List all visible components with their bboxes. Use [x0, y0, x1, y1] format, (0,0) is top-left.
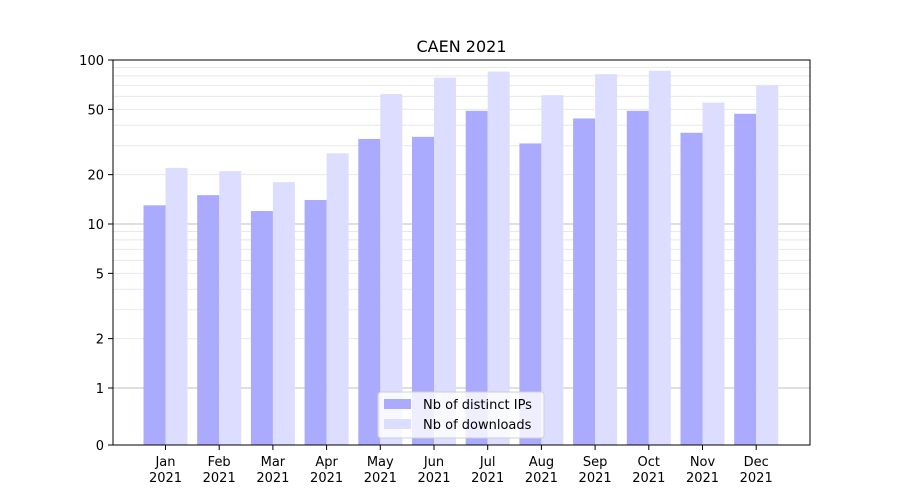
bar-downloads: [756, 85, 779, 445]
bar-distinct-ips: [250, 211, 273, 445]
bar-distinct-ips: [680, 132, 703, 445]
y-tick-label: 0: [96, 439, 104, 454]
y-tick-label: 1: [96, 382, 104, 397]
x-tick-label: Apr: [315, 455, 338, 470]
x-tick-label: 2021: [364, 471, 397, 486]
x-tick-label: May: [367, 455, 394, 470]
bar-downloads: [434, 77, 456, 446]
plot-frame: [112, 59, 811, 446]
x-tick-label: 2021: [740, 471, 773, 486]
y-tick-label: 50: [87, 103, 104, 118]
bars: [143, 70, 779, 446]
legend-swatch: [384, 399, 411, 409]
x-tick-label: 2021: [149, 471, 182, 486]
y-tick-label: 2: [96, 333, 104, 348]
x-tick-label: Mar: [261, 455, 286, 470]
bar-downloads: [272, 182, 295, 445]
bar-downloads: [380, 94, 403, 445]
bar-downloads: [541, 95, 564, 446]
legend-label: Nb of distinct IPs: [423, 398, 532, 413]
x-tick-label: Jan: [154, 455, 175, 470]
bar-downloads: [702, 102, 725, 446]
y-tick-label: 5: [96, 267, 104, 282]
legend-box: [377, 391, 545, 439]
bar-downloads: [595, 74, 618, 446]
bar-distinct-ips: [304, 200, 327, 445]
bar-downloads: [487, 71, 510, 446]
x-tick-label: 2021: [203, 471, 236, 486]
x-tick-label: 2021: [310, 471, 343, 486]
bar-distinct-ips: [412, 136, 434, 445]
bar-distinct-ips: [734, 113, 757, 446]
x-tick-label: 2021: [686, 471, 719, 486]
x-tick-label: Jun: [423, 455, 444, 470]
x-tick-label: Oct: [638, 455, 660, 470]
y-tick-label: 100: [79, 54, 104, 69]
bar-distinct-ips: [573, 118, 596, 446]
legend: Nb of distinct IPs Nb of downloads: [377, 391, 545, 439]
legend-label: Nb of downloads: [423, 418, 532, 433]
bar-downloads: [165, 167, 188, 445]
bar-distinct-ips: [465, 110, 488, 445]
bar-distinct-ips: [626, 110, 649, 445]
bar-downloads: [648, 70, 671, 446]
bar-distinct-ips: [358, 138, 381, 445]
bar-downloads: [326, 153, 349, 445]
bar-distinct-ips: [143, 205, 166, 445]
x-tick-label: 2021: [525, 471, 558, 486]
x-tick-label: 2021: [632, 471, 665, 486]
x-tick-label: 2021: [471, 471, 504, 486]
axes: Jan2021Feb2021Mar2021Apr2021May2021Jun20…: [79, 54, 811, 486]
chart-title: CAEN 2021: [417, 37, 507, 56]
x-tick-label: Dec: [744, 455, 769, 470]
x-tick-label: Aug: [529, 455, 554, 470]
legend-swatch: [384, 419, 411, 429]
x-tick-label: Jul: [479, 455, 496, 470]
x-tick-label: Sep: [583, 455, 608, 470]
y-tick-label: 20: [87, 169, 104, 184]
bar-distinct-ips: [197, 195, 220, 445]
x-tick-label: 2021: [256, 471, 289, 486]
bar-distinct-ips: [519, 143, 542, 445]
bar-downloads: [219, 171, 242, 445]
x-tick-label: 2021: [417, 471, 450, 486]
x-tick-label: Nov: [690, 455, 716, 470]
x-tick-label: Feb: [208, 455, 231, 470]
x-tick-label: 2021: [579, 471, 612, 486]
y-tick-label: 10: [87, 218, 104, 233]
